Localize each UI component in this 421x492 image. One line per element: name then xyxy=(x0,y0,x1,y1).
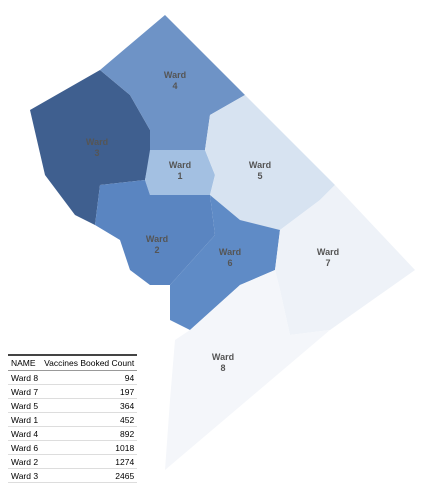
ward-region xyxy=(165,270,330,470)
table-cell: 1018 xyxy=(41,440,138,455)
table-cell: 892 xyxy=(41,426,138,441)
header-cell: NAME xyxy=(8,354,42,371)
header-cell: Vaccines Booked Count xyxy=(41,354,138,371)
table-row: Ward 7 197 xyxy=(8,384,138,399)
table-cell: Ward 4 xyxy=(8,426,42,441)
table-cell: Ward 8 xyxy=(8,370,42,385)
ward-regions xyxy=(30,15,415,470)
table-cell: Ward 5 xyxy=(8,398,42,413)
table-cell: 364 xyxy=(41,398,138,413)
table-cell: Ward 6 xyxy=(8,440,42,455)
ward-label: Ward xyxy=(146,234,168,244)
ward-number: 5 xyxy=(257,171,262,181)
table-row: Ward 3 2465 xyxy=(8,468,138,483)
table-row: Ward 8 94 xyxy=(8,370,138,385)
table-body: Ward 8 94 Ward 7 197 Ward 5 364 Ward 1 452 Ward … xyxy=(8,370,138,483)
table-cell: Ward 7 xyxy=(8,384,42,399)
table-row: Ward 4 892 xyxy=(8,426,138,441)
table-row: Ward 1 452 xyxy=(8,412,138,427)
ward-label: Ward xyxy=(169,160,191,170)
table-cell: 1274 xyxy=(41,454,138,469)
table-cell: 2465 xyxy=(41,468,138,483)
ward-region xyxy=(205,95,335,230)
data-table: NAME Vaccines Booked Count Ward 8 94 Ward … xyxy=(8,354,138,483)
ward-region xyxy=(30,70,150,225)
table-row: Ward 5 364 xyxy=(8,398,138,413)
ward-region xyxy=(100,15,245,150)
table-row: Ward 2 1274 xyxy=(8,454,138,469)
ward-region xyxy=(145,150,215,195)
ward-label: Ward xyxy=(164,70,186,80)
table-cell: 197 xyxy=(41,384,138,399)
table-cell: 94 xyxy=(41,370,138,385)
ward-region xyxy=(275,185,415,335)
ward-number: 7 xyxy=(325,258,330,268)
ward-number: 1 xyxy=(177,171,182,181)
ward-number: 3 xyxy=(94,148,99,158)
ward-label: Ward xyxy=(86,137,108,147)
table-cell: 452 xyxy=(41,412,138,427)
ward-label: Ward xyxy=(212,352,234,362)
table-header: NAME Vaccines Booked Count xyxy=(8,354,138,371)
ward-number: 6 xyxy=(227,258,232,268)
table-cell: Ward 2 xyxy=(8,454,42,469)
ward-label: Ward xyxy=(249,160,271,170)
ward-label: Ward xyxy=(219,247,241,257)
table-cell: Ward 1 xyxy=(8,412,42,427)
ward-region xyxy=(95,180,215,285)
table-cell: Ward 3 xyxy=(8,468,42,483)
ward-number: 8 xyxy=(220,363,225,373)
ward-label: Ward xyxy=(317,247,339,257)
ward-region xyxy=(170,195,280,330)
ward-number: 4 xyxy=(172,81,177,91)
table-row: Ward 6 1018 xyxy=(8,440,138,455)
ward-number: 2 xyxy=(154,245,159,255)
